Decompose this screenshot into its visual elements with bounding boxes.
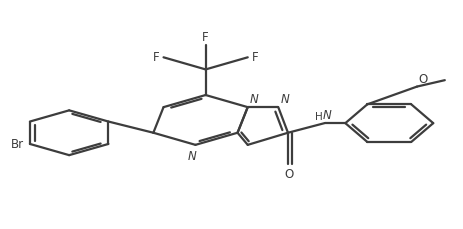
Text: F: F [202,31,208,44]
Text: F: F [251,51,257,64]
Text: Br: Br [11,138,24,151]
Text: O: O [284,167,293,180]
Text: O: O [417,73,426,86]
Text: N: N [280,93,289,105]
Text: N: N [322,108,331,121]
Text: N: N [187,149,196,162]
Text: H: H [315,111,322,121]
Text: N: N [250,93,258,106]
Text: F: F [153,51,159,64]
